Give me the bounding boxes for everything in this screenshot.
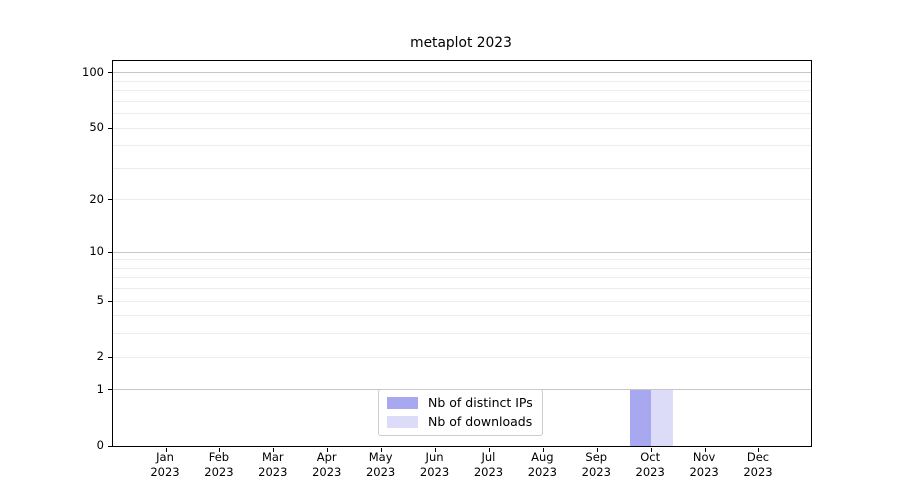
y-tick-label: 0 (96, 438, 104, 452)
legend-entry: Nb of downloads (387, 414, 533, 430)
y-tick-label: 100 (82, 64, 104, 79)
y-tick (108, 199, 112, 201)
gridline-minor (113, 259, 811, 261)
x-tick (542, 448, 544, 452)
legend-label: Nb of downloads (428, 414, 533, 429)
gridline-minor (113, 90, 811, 92)
x-tick (273, 448, 275, 452)
x-tick-label: Aug 2023 (527, 450, 557, 479)
x-tick-label: Jun 2023 (419, 450, 450, 479)
gridline-minor (113, 315, 811, 317)
y-tick-label: 20 (89, 191, 104, 206)
y-tick (108, 251, 112, 253)
y-tick (108, 300, 112, 302)
x-tick-label: Mar 2023 (258, 450, 288, 479)
x-tick (435, 448, 437, 452)
bar-nb-of-distinct-ips (629, 389, 652, 446)
gridline-minor (113, 100, 811, 102)
x-tick-label: May 2023 (365, 450, 396, 479)
gridline-minor (113, 199, 811, 201)
x-tick (219, 448, 221, 452)
gridline-minor (113, 288, 811, 290)
legend-swatch-nb-of-distinct-ips (387, 397, 418, 409)
x-tick-label: Apr 2023 (312, 450, 342, 479)
x-tick-label: Nov 2023 (689, 450, 719, 479)
gridline-minor (113, 277, 811, 279)
y-tick (108, 389, 112, 391)
gridline-major (113, 72, 811, 74)
x-tick-label: Oct 2023 (635, 450, 665, 479)
gridline-minor (113, 80, 811, 82)
y-tick (108, 72, 112, 74)
y-tick-label: 1 (96, 381, 104, 396)
y-tick (108, 356, 112, 358)
x-tick (327, 448, 329, 452)
legend-entry: Nb of distinct IPs (387, 395, 533, 411)
x-tick (704, 448, 706, 452)
x-tick (596, 448, 598, 452)
legend: Nb of distinct IPs Nb of downloads (378, 389, 543, 436)
y-tick-label: 5 (96, 293, 104, 308)
x-tick (381, 448, 383, 452)
gridline-minor (113, 167, 811, 169)
x-tick (488, 448, 490, 452)
gridline-major (113, 251, 811, 253)
legend-label: Nb of distinct IPs (428, 395, 533, 410)
y-tick-label: 2 (96, 349, 104, 364)
chart-title: metaplot 2023 (410, 35, 512, 51)
y-tick-label: 10 (89, 244, 104, 259)
x-tick-label: Dec 2023 (743, 450, 773, 479)
x-tick (758, 448, 760, 452)
gridline-minor (113, 267, 811, 269)
legend-swatch-nb-of-downloads (387, 416, 418, 428)
plot-area: Nb of distinct IPs Nb of downloads (108, 60, 812, 452)
x-tick-label: Jan 2023 (150, 450, 180, 479)
y-tick (108, 445, 112, 447)
gridline-minor (113, 356, 811, 358)
gridline-minor (113, 300, 811, 302)
gridline-minor (113, 333, 811, 335)
y-tick-label: 50 (89, 120, 104, 135)
x-tick-label: Sep 2023 (581, 450, 611, 479)
x-tick-label: Feb 2023 (204, 450, 234, 479)
x-tick-label: Jul 2023 (473, 450, 504, 479)
bar-nb-of-downloads (651, 389, 673, 446)
gridline-minor (113, 113, 811, 115)
y-tick (108, 127, 112, 129)
x-tick (650, 448, 652, 452)
x-tick (165, 448, 167, 452)
gridline-minor (113, 127, 811, 129)
gridline-minor (113, 145, 811, 147)
